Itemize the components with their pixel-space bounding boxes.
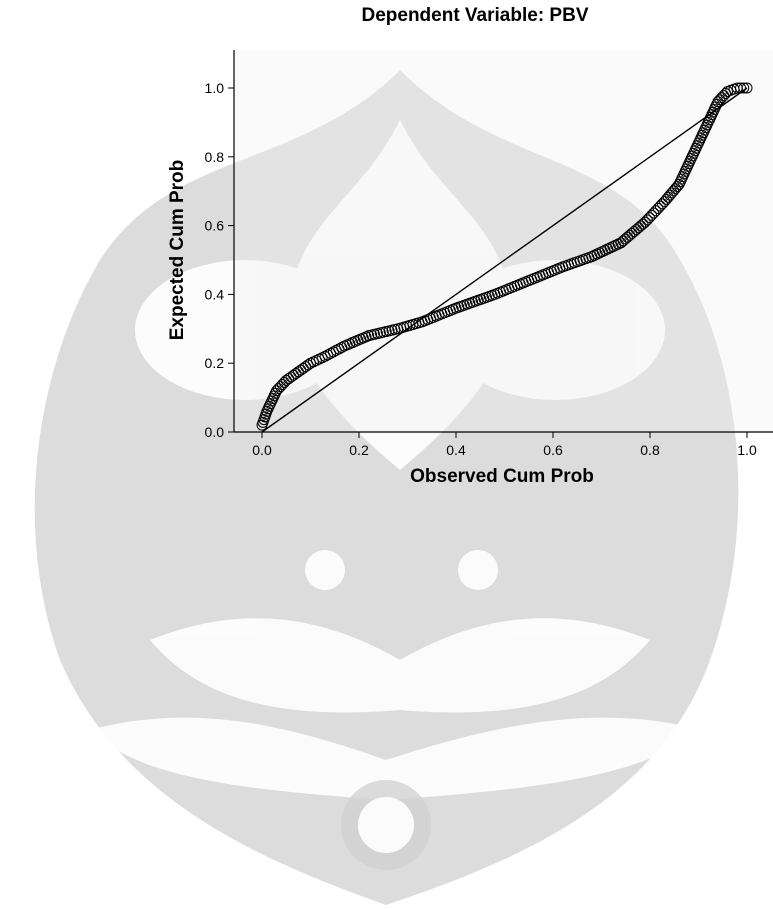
x-tick-label: 0.6: [543, 442, 563, 458]
x-axis-label: Observed Cum Prob: [410, 466, 594, 487]
ticks: 0.0 0.2 0.4 0.6 0.8 1.0 0.0 0.2 0.4 0.6 0.8 1.0: [205, 80, 757, 458]
y-tick-label: 1.0: [205, 80, 225, 96]
data-point: [319, 350, 331, 362]
x-tick-label: 0.8: [640, 442, 660, 458]
y-axis-label: Expected Cum Prob: [167, 160, 188, 341]
data-point: [325, 347, 337, 359]
y-tick-label: 0.0: [205, 424, 225, 440]
y-tick-label: 0.4: [205, 286, 225, 302]
data-point: [714, 94, 726, 106]
data-point: [712, 96, 724, 108]
x-tick-label: 1.0: [737, 442, 757, 458]
data-point: [662, 191, 674, 203]
x-tick-label: 0.4: [446, 442, 466, 458]
chart-title: Dependent Variable: PBV: [361, 5, 588, 26]
data-point: [322, 349, 334, 361]
y-tick-label: 0.8: [205, 149, 225, 165]
axes: [233, 50, 773, 433]
data-point: [330, 344, 342, 356]
data-point: [664, 189, 676, 201]
plot-area: [234, 50, 773, 432]
x-tick-label: 0.0: [252, 442, 272, 458]
data-point: [660, 193, 672, 205]
data-point: [735, 82, 747, 94]
data-point: [327, 346, 339, 358]
data-point: [302, 359, 314, 371]
x-tick-label: 0.2: [349, 442, 369, 458]
y-tick-label: 0.6: [205, 218, 225, 234]
data-point: [272, 383, 284, 395]
data-point: [738, 82, 750, 94]
data-point: [274, 381, 286, 393]
data-points: [256, 82, 753, 431]
data-point: [276, 379, 288, 391]
data-point: [718, 90, 730, 102]
reference-line: [261, 87, 748, 433]
data-point: [716, 92, 728, 104]
data-point: [668, 185, 680, 197]
data-point: [666, 187, 678, 199]
data-point: [741, 82, 753, 94]
data-point: [637, 218, 649, 230]
data-point: [659, 196, 671, 208]
y-tick-label: 0.2: [205, 355, 225, 371]
data-point: [271, 385, 283, 397]
